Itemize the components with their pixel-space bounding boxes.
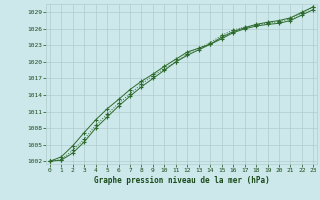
X-axis label: Graphe pression niveau de la mer (hPa): Graphe pression niveau de la mer (hPa): [94, 176, 269, 185]
